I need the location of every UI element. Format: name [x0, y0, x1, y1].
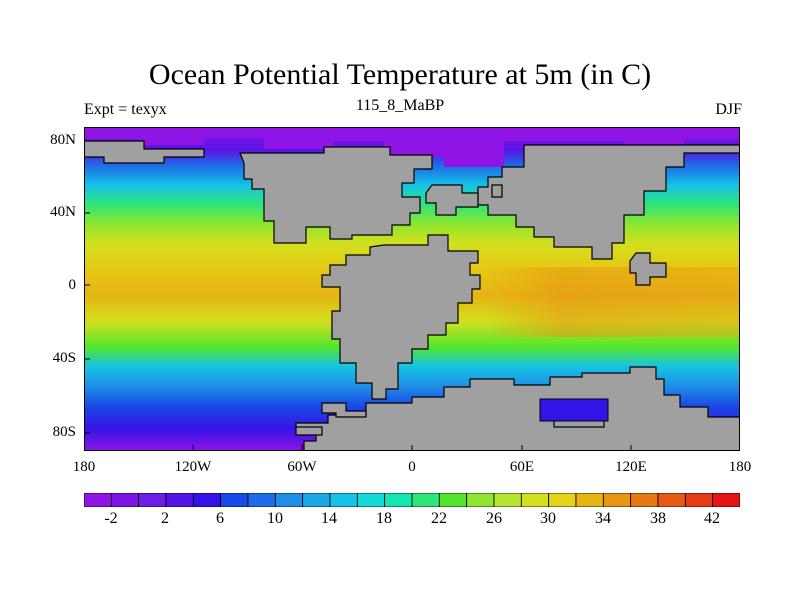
colorbar-label-6: 6	[216, 510, 224, 527]
colorbar-box	[575, 493, 604, 507]
lon-tick-60e: 60E	[509, 459, 535, 475]
colorbar-box	[602, 493, 632, 507]
season-label: DJF	[715, 101, 742, 118]
north-landmass-small	[84, 140, 205, 164]
colorbar-label-18: 18	[376, 510, 392, 527]
colorbar-box	[138, 493, 167, 507]
colorbar-box	[657, 493, 686, 507]
colorbar-box	[302, 493, 331, 507]
southern-continent	[295, 366, 740, 451]
colorbar-label-34: 34	[595, 510, 611, 527]
map-ticks	[84, 140, 632, 451]
colorbar-box	[466, 493, 495, 507]
northwest-continent	[239, 146, 433, 244]
colorbar-box	[438, 493, 468, 507]
colorbar-label-14: 14	[321, 510, 337, 527]
colorbar-label-neg2: -2	[104, 510, 118, 527]
arctic-land	[84, 127, 740, 167]
colorbar-box	[192, 493, 222, 507]
colorbar-box	[493, 493, 522, 507]
lat-tick-40n: 40N	[50, 204, 76, 220]
southern-cold-pocket	[539, 398, 609, 422]
lon-tick-60w: 60W	[287, 459, 317, 475]
colorbar-label-10: 10	[267, 510, 283, 527]
colorbar-box	[548, 493, 577, 507]
south-central-continent	[321, 234, 481, 400]
lat-tick-0: 0	[68, 277, 77, 293]
colorbar-box	[630, 493, 659, 507]
colorbar-label-42: 42	[704, 510, 720, 527]
colorbar-box	[684, 493, 714, 507]
experiment-label: Expt = texyx	[84, 101, 167, 118]
colorbar-box	[110, 493, 140, 507]
lon-tick-0: 0	[408, 459, 416, 475]
colorbar-box	[329, 493, 358, 507]
colorbar-label-38: 38	[650, 510, 666, 527]
land-masses	[84, 127, 740, 451]
colorbar-label-22: 22	[431, 510, 447, 527]
lat-tick-80s: 80S	[52, 424, 76, 440]
colorbar-box	[274, 493, 304, 507]
island-south-1	[321, 402, 367, 418]
lat-tick-80n: 80N	[50, 132, 76, 148]
lon-tick-180-west: 180	[72, 459, 96, 475]
colorbar-box	[84, 493, 112, 507]
lon-tick-180-east: 180	[728, 459, 752, 475]
island-south-2	[295, 426, 323, 436]
island-north-1	[425, 184, 479, 216]
lon-tick-120w: 120W	[174, 459, 212, 475]
warm-pool	[484, 267, 740, 337]
colorbar-box	[384, 493, 413, 507]
colorbar-box	[220, 493, 249, 507]
colorbar-box	[520, 493, 550, 507]
colorbar-box	[247, 493, 276, 507]
colorbar	[84, 493, 740, 507]
colorbar-box	[356, 493, 386, 507]
colorbar-box	[411, 493, 440, 507]
colorbar-label-2: 2	[161, 510, 169, 527]
plot-title: Ocean Potential Temperature at 5m (in C)	[148, 58, 652, 91]
lon-tick-120e: 120E	[615, 459, 647, 475]
temperature-map	[84, 127, 740, 451]
colorbar-box	[165, 493, 194, 507]
colorbar-label-30: 30	[540, 510, 556, 527]
colorbar-label-26: 26	[486, 510, 502, 527]
lat-tick-40s: 40S	[52, 350, 76, 366]
northeast-continent	[477, 144, 740, 260]
island-north-2	[491, 184, 503, 198]
time-period-label: 115_8_MaBP	[355, 97, 445, 114]
east-landmass	[629, 252, 667, 286]
colorbar-box	[712, 493, 740, 507]
